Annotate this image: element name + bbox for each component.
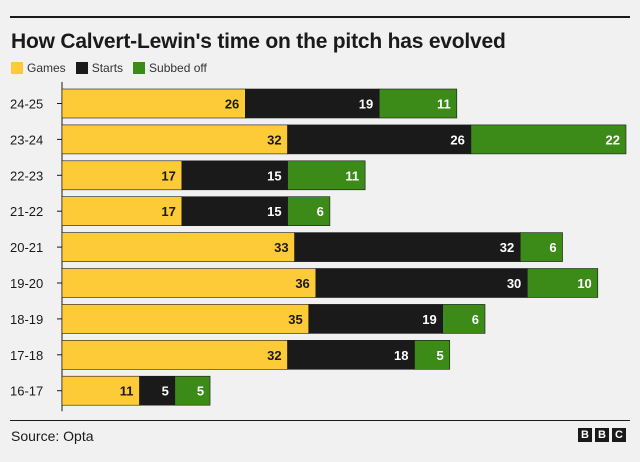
bbc-logo-letter: C bbox=[612, 428, 626, 442]
data-label-games: 17 bbox=[161, 168, 175, 183]
bar-subbed-off bbox=[287, 160, 366, 191]
data-label-subbed-off: 6 bbox=[317, 204, 324, 219]
top-rule bbox=[10, 16, 630, 18]
legend-item-subbed-off: Subbed off bbox=[133, 61, 207, 75]
data-label-starts: 15 bbox=[267, 204, 281, 219]
bar-starts bbox=[294, 232, 521, 262]
legend-item-starts: Starts bbox=[75, 61, 124, 75]
data-label-starts: 5 bbox=[162, 384, 169, 399]
y-tick-label: 17-18 bbox=[10, 348, 43, 363]
bar-subbed-off bbox=[378, 88, 458, 119]
bar-games bbox=[61, 339, 288, 370]
y-tick-label: 21-22 bbox=[10, 204, 43, 219]
data-label-subbed-off: 6 bbox=[549, 240, 556, 255]
data-label-subbed-off: 5 bbox=[437, 348, 444, 363]
bar-starts bbox=[308, 304, 443, 334]
bbc-logo-letter: B bbox=[578, 428, 592, 442]
data-label-games: 36 bbox=[295, 276, 309, 291]
bar-games bbox=[61, 124, 288, 155]
bar-games bbox=[61, 160, 183, 191]
stacked-bar-chart: 24-25 26 19 11 23-24 32 26 22 22-23 17 15 11 21-22 17… bbox=[10, 82, 627, 412]
y-tick-label: 16-17 bbox=[10, 384, 43, 399]
data-label-games: 32 bbox=[267, 348, 281, 363]
data-label-subbed-off: 11 bbox=[345, 168, 359, 183]
bar-subbed-off bbox=[526, 268, 599, 298]
y-tick-label: 18-19 bbox=[10, 312, 43, 327]
bar-starts bbox=[287, 339, 415, 370]
bar-subbed-off bbox=[470, 124, 627, 155]
bar-subbed-off bbox=[174, 375, 211, 406]
bar-games bbox=[61, 232, 295, 262]
data-label-games: 17 bbox=[161, 204, 175, 219]
legend-swatch-games bbox=[11, 62, 23, 74]
legend-swatch-starts bbox=[75, 62, 88, 74]
y-tick-label: 23-24 bbox=[10, 132, 43, 147]
y-tick-label: 22-23 bbox=[10, 168, 43, 183]
legend-label-games: Games bbox=[27, 61, 66, 75]
data-label-subbed-off: 6 bbox=[472, 312, 479, 327]
bar-starts bbox=[181, 196, 288, 226]
data-label-games: 26 bbox=[225, 97, 239, 112]
legend-item-games: Games bbox=[11, 61, 66, 75]
data-label-subbed-off: 11 bbox=[437, 97, 451, 112]
data-label-starts: 15 bbox=[267, 168, 281, 183]
y-tick-label: 19-20 bbox=[10, 276, 43, 291]
data-label-games: 11 bbox=[120, 384, 134, 399]
bar-starts bbox=[181, 160, 288, 191]
data-label-starts: 30 bbox=[507, 276, 521, 291]
bar-games bbox=[61, 88, 246, 119]
bar-games bbox=[61, 375, 140, 406]
legend-swatch-subbed-off bbox=[133, 62, 146, 74]
source-note: Source: Opta bbox=[11, 428, 94, 444]
bbc-logo: B B C bbox=[578, 428, 626, 442]
y-tick-label: 24-25 bbox=[10, 97, 43, 112]
data-label-games: 32 bbox=[267, 132, 281, 147]
data-label-starts: 19 bbox=[359, 97, 373, 112]
data-label-games: 35 bbox=[288, 312, 302, 327]
bar-subbed-off bbox=[519, 232, 563, 262]
chart-title: How Calvert-Lewin's time on the pitch ha… bbox=[11, 30, 506, 53]
bar-starts bbox=[245, 88, 380, 119]
data-label-starts: 19 bbox=[422, 312, 436, 327]
bar-games bbox=[61, 196, 183, 226]
legend-label-subbed-off: Subbed off bbox=[149, 61, 207, 75]
bar-subbed-off bbox=[287, 196, 331, 226]
bar-subbed-off bbox=[414, 339, 451, 370]
bar-games bbox=[61, 304, 310, 334]
bbc-logo-letter: B bbox=[595, 428, 609, 442]
footer-rule bbox=[10, 420, 630, 421]
bar-starts bbox=[287, 124, 472, 155]
data-label-games: 33 bbox=[274, 240, 288, 255]
data-label-subbed-off: 10 bbox=[577, 276, 591, 291]
bar-starts bbox=[139, 375, 176, 406]
data-label-starts: 26 bbox=[450, 132, 464, 147]
data-label-subbed-off: 5 bbox=[197, 384, 204, 399]
data-label-starts: 18 bbox=[394, 348, 408, 363]
bar-starts bbox=[315, 268, 528, 298]
bar-games bbox=[61, 268, 317, 298]
bar-subbed-off bbox=[442, 304, 486, 334]
data-label-subbed-off: 22 bbox=[606, 132, 620, 147]
data-label-starts: 32 bbox=[500, 240, 514, 255]
y-tick-label: 20-21 bbox=[10, 240, 43, 255]
legend-label-starts: Starts bbox=[91, 61, 124, 75]
legend: Games Starts Subbed off bbox=[11, 61, 211, 75]
